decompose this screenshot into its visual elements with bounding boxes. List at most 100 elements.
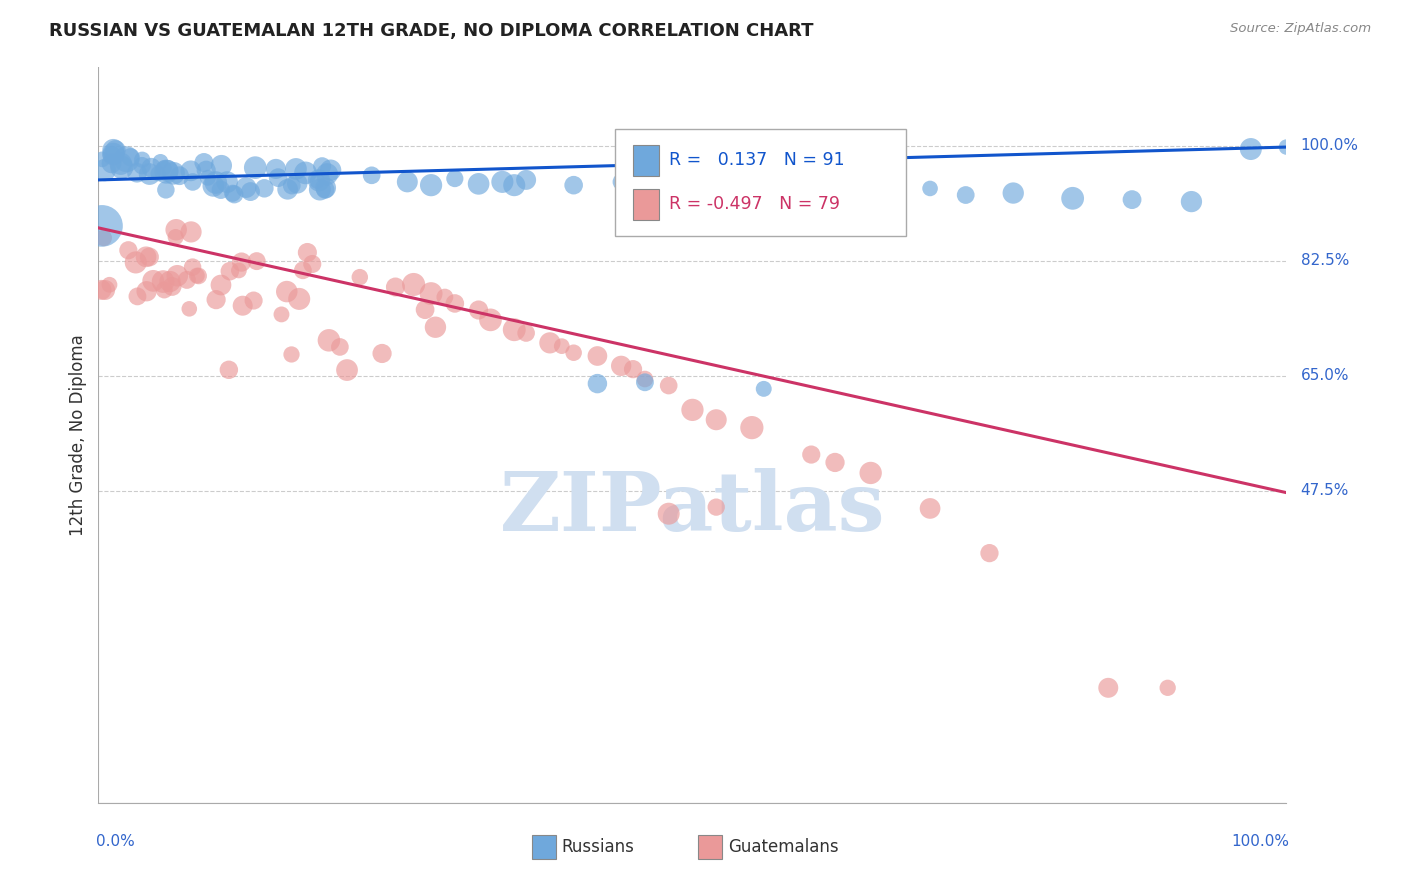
Point	[741, 420, 763, 434]
Point	[1062, 191, 1084, 205]
Point	[562, 345, 585, 359]
Text: 82.5%: 82.5%	[1301, 253, 1350, 268]
Point	[125, 166, 148, 180]
Text: Russians: Russians	[562, 838, 634, 856]
Point	[267, 170, 290, 185]
Point	[115, 153, 138, 167]
Point	[291, 263, 314, 277]
Point	[658, 507, 681, 521]
Point	[280, 347, 302, 361]
Bar	[531, 835, 555, 859]
Point	[152, 275, 174, 289]
Point	[704, 500, 727, 515]
Point	[155, 164, 177, 178]
Point	[159, 275, 181, 289]
Point	[800, 448, 823, 462]
Text: ZIPatlas: ZIPatlas	[499, 468, 886, 549]
Point	[186, 268, 208, 283]
Point	[621, 362, 644, 376]
Point	[1097, 681, 1119, 695]
Point	[503, 323, 526, 337]
Point	[98, 277, 121, 292]
Point	[245, 161, 267, 175]
Point	[180, 164, 202, 178]
Point	[131, 153, 153, 167]
Point	[239, 185, 262, 199]
Point	[103, 147, 125, 161]
Point	[479, 313, 502, 327]
Point	[467, 303, 489, 318]
Point	[111, 161, 134, 175]
Text: 47.5%: 47.5%	[1301, 483, 1350, 499]
Point	[503, 178, 526, 193]
Point	[329, 340, 352, 354]
Point	[149, 154, 172, 169]
Text: 100.0%: 100.0%	[1301, 138, 1358, 153]
Point	[336, 363, 359, 377]
Point	[420, 178, 443, 193]
Point	[371, 346, 394, 360]
Point	[93, 231, 115, 245]
Point	[319, 163, 342, 178]
Point	[146, 167, 169, 181]
Point	[1121, 193, 1143, 207]
Point	[153, 161, 176, 175]
Point	[217, 175, 239, 189]
Point	[658, 378, 681, 392]
Point	[100, 156, 122, 170]
Point	[218, 363, 240, 377]
Point	[135, 285, 157, 299]
Bar	[699, 835, 723, 859]
Point	[681, 403, 703, 417]
Point	[231, 255, 253, 269]
Point	[311, 159, 333, 173]
Y-axis label: 12th Grade, No Diploma: 12th Grade, No Diploma	[69, 334, 87, 536]
Point	[658, 179, 681, 194]
Point	[246, 254, 269, 268]
Point	[195, 163, 218, 178]
Point	[955, 188, 977, 202]
Point	[297, 245, 319, 260]
Point	[610, 175, 633, 189]
Point	[420, 286, 443, 301]
Point	[835, 185, 858, 199]
Point	[704, 413, 727, 427]
Point	[202, 178, 225, 193]
Text: R = -0.497   N = 79: R = -0.497 N = 79	[669, 194, 839, 213]
Point	[138, 250, 160, 264]
Point	[131, 159, 153, 173]
Point	[232, 299, 254, 313]
Point	[309, 182, 332, 196]
Point	[165, 230, 187, 244]
Point	[586, 376, 609, 391]
Point	[187, 268, 209, 283]
Point	[681, 181, 703, 195]
Point	[142, 274, 165, 288]
Point	[253, 181, 276, 195]
Point	[197, 170, 219, 185]
Point	[315, 181, 337, 195]
Point	[402, 277, 425, 292]
Point	[209, 159, 232, 173]
Point	[288, 292, 311, 306]
Point	[704, 183, 727, 197]
Point	[205, 293, 228, 307]
Point	[610, 359, 633, 373]
Point	[800, 181, 823, 195]
Point	[209, 183, 232, 197]
Point	[284, 161, 307, 176]
Bar	[633, 145, 659, 176]
FancyBboxPatch shape	[616, 129, 907, 236]
Point	[138, 167, 160, 181]
Point	[444, 171, 467, 186]
Point	[110, 157, 132, 171]
Point	[94, 283, 117, 297]
Point	[180, 225, 202, 239]
Point	[316, 167, 339, 181]
Text: 100.0%: 100.0%	[1230, 834, 1289, 848]
Point	[752, 382, 775, 396]
Point	[117, 244, 139, 258]
Point	[883, 177, 905, 191]
Point	[228, 263, 250, 277]
Point	[491, 175, 513, 189]
